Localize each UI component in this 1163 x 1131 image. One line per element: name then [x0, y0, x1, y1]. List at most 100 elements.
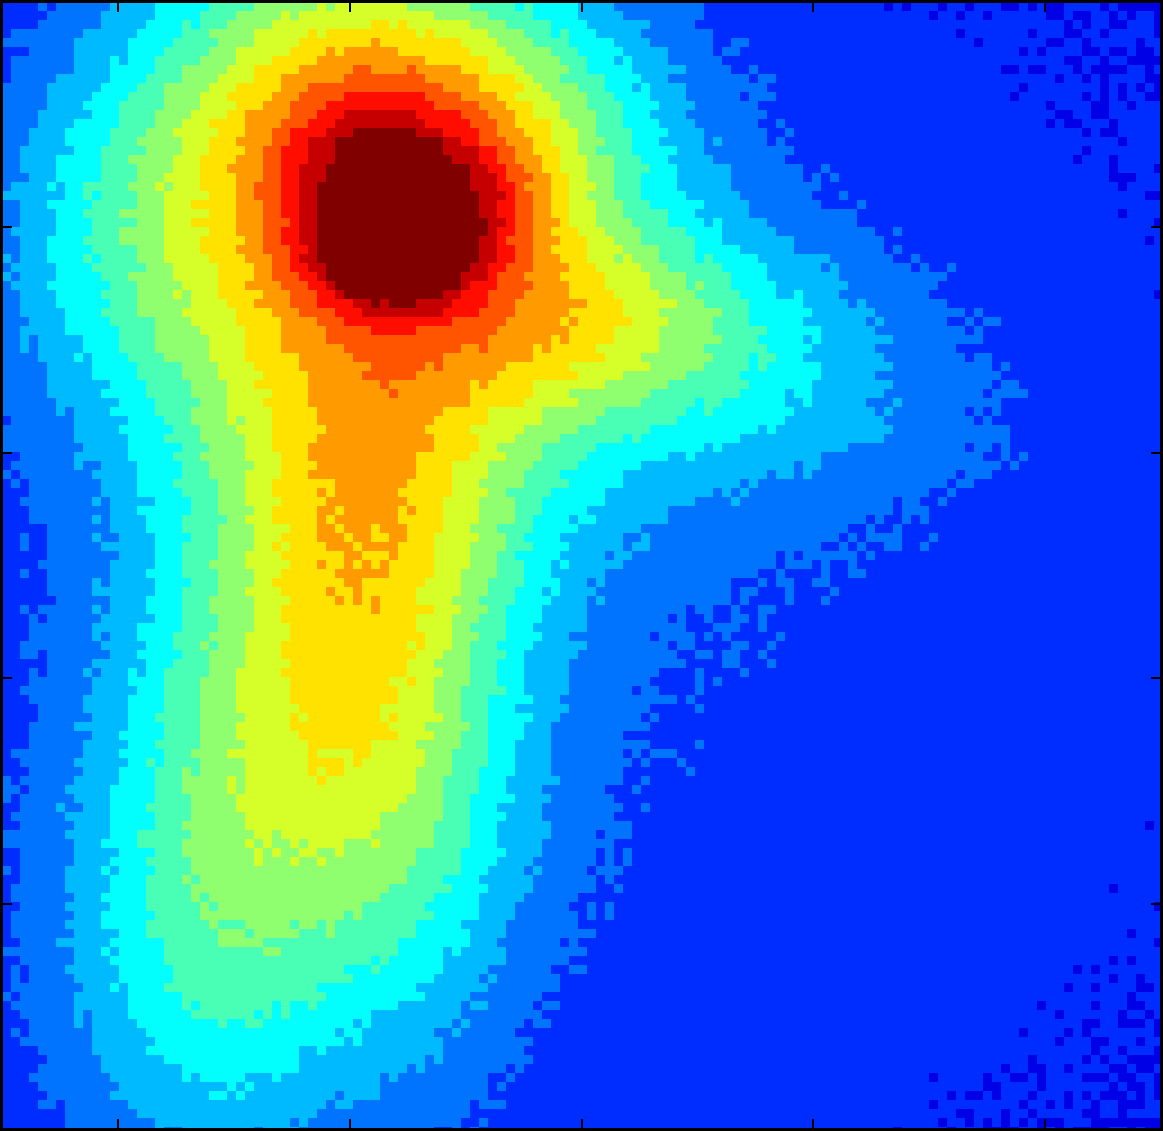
contour-cell: [56, 173, 66, 183]
contour-cell: [1136, 101, 1146, 111]
contour-cell: [191, 272, 201, 282]
contour-cell: [605, 128, 615, 138]
contour-cell: [524, 20, 534, 30]
contour-cell: [1136, 47, 1146, 57]
contour-cell: [146, 2, 156, 12]
contour-cell: [20, 146, 30, 156]
contour-cell: [704, 11, 714, 21]
contour-cell: [47, 56, 57, 66]
contour-cell: [857, 326, 867, 336]
contour-cell: [596, 11, 606, 21]
contour-cell: [902, 128, 912, 138]
contour-cell: [731, 164, 741, 174]
contour-cell: [38, 65, 48, 75]
contour-cell: [767, 218, 777, 228]
contour-cell: [218, 299, 228, 309]
contour-cell: [263, 299, 273, 309]
contour-cell: [839, 236, 849, 246]
contour-cell: [677, 164, 687, 174]
contour-cell: [569, 47, 579, 57]
contour-cell: [866, 317, 876, 327]
contour-cell: [146, 308, 156, 318]
contour-cell: [290, 317, 300, 327]
contour-cell: [56, 191, 66, 201]
contour-cell: [110, 254, 120, 264]
contour-cell: [110, 92, 120, 102]
contour-cell: [803, 182, 813, 192]
contour-cell: [551, 11, 561, 21]
contour-cell: [965, 236, 975, 246]
contour-cell: [1001, 29, 1011, 39]
contour-cell: [956, 47, 966, 57]
contour-cell: [560, 344, 570, 354]
contour-cell: [470, 119, 480, 129]
contour-cell: [524, 38, 534, 48]
contour-cell: [1100, 263, 1110, 273]
contour-cell: [767, 128, 777, 138]
contour-cell: [965, 245, 975, 255]
contour-cell: [470, 83, 480, 93]
contour-cell: [1037, 335, 1047, 345]
contour-cell: [245, 74, 255, 84]
contour-cell: [470, 128, 480, 138]
contour-cell: [497, 20, 507, 30]
contour-cell: [713, 20, 723, 30]
contour-cell: [596, 254, 606, 264]
contour-cell: [497, 191, 507, 201]
contour-cell: [704, 254, 714, 264]
contour-cell: [965, 11, 975, 21]
contour-cell: [20, 92, 30, 102]
contour-cell: [821, 29, 831, 39]
contour-cell: [389, 245, 399, 255]
contour-cell: [740, 155, 750, 165]
contour-cell: [128, 47, 138, 57]
contour-cell: [11, 83, 21, 93]
contour-cell: [281, 2, 291, 12]
contour-cell: [245, 56, 255, 66]
contour-cell: [623, 11, 633, 21]
contour-cell: [938, 182, 948, 192]
contour-cell: [866, 137, 876, 147]
contour-cell: [443, 254, 453, 264]
contour-cell: [515, 164, 525, 174]
contour-cell: [848, 191, 858, 201]
contour-cell: [776, 209, 786, 219]
contour-cell: [245, 254, 255, 264]
contour-cell: [992, 47, 1002, 57]
contour-cell: [533, 47, 543, 57]
contour-cell: [803, 326, 813, 336]
contour-cell: [578, 65, 588, 75]
contour-cell: [47, 236, 57, 246]
contour-cell: [920, 263, 930, 273]
contour-cell: [983, 155, 993, 165]
contour-cell: [632, 245, 642, 255]
contour-cell: [821, 344, 831, 354]
contour-cell: [407, 155, 417, 165]
contour-cell: [767, 110, 777, 120]
contour-cell: [920, 335, 930, 345]
contour-cell: [758, 2, 768, 12]
contour-cell: [659, 335, 669, 345]
contour-cell: [281, 20, 291, 30]
contour-cell: [668, 218, 678, 228]
contour-cell: [758, 92, 768, 102]
contour-cell: [785, 83, 795, 93]
contour-cell: [254, 83, 264, 93]
contour-cell: [461, 308, 471, 318]
contour-cell: [695, 56, 705, 66]
contour-cell: [1082, 263, 1092, 273]
contour-cell: [1154, 155, 1163, 165]
contour-cell: [470, 254, 480, 264]
contour-cell: [1091, 92, 1101, 102]
contour-cell: [830, 128, 840, 138]
contour-cell: [173, 182, 183, 192]
contour-cell: [848, 245, 858, 255]
contour-cell: [155, 92, 165, 102]
contour-cell: [11, 11, 21, 21]
contour-cell: [578, 263, 588, 273]
contour-cell: [686, 254, 696, 264]
contour-cell: [461, 119, 471, 129]
contour-cell: [56, 218, 66, 228]
contour-cell: [812, 335, 822, 345]
contour-cell: [848, 92, 858, 102]
